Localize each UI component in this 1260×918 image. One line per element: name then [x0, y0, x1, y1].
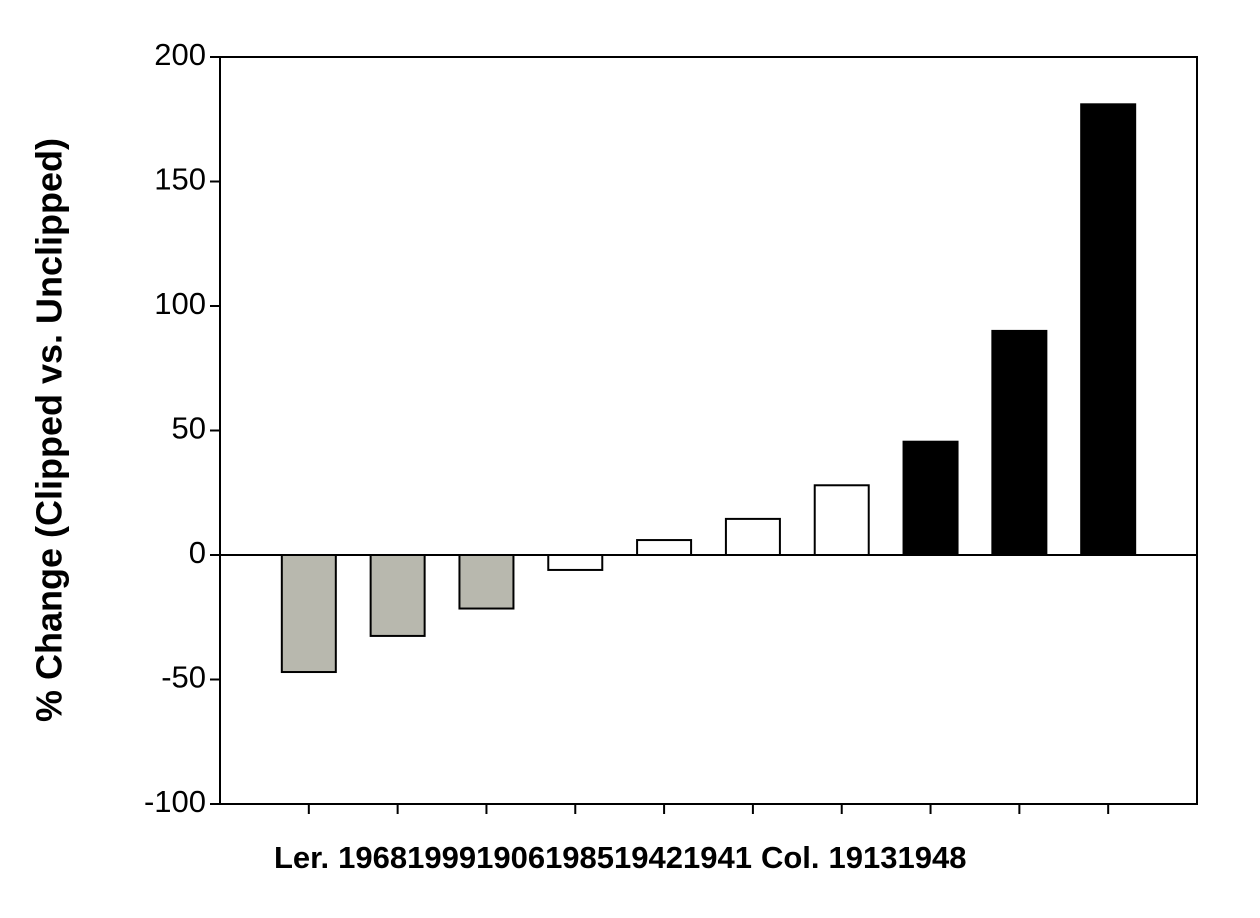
x-tick-label: 1985 [545, 840, 614, 875]
bar [1080, 103, 1137, 556]
bar [724, 517, 781, 557]
bar [369, 554, 426, 637]
bar [813, 484, 870, 556]
y-tick-label: 0 [189, 535, 206, 570]
x-tick-label: 1942 [614, 840, 683, 875]
x-tick-label: 1968 [338, 840, 407, 875]
bar [902, 440, 959, 556]
x-tick-label: 1999 [407, 840, 476, 875]
y-tick-label: 50 [172, 411, 206, 446]
y-tick-label: 100 [154, 286, 206, 321]
bar [547, 554, 604, 571]
y-tick-label: -100 [144, 784, 206, 819]
y-tick-label: -50 [161, 660, 206, 695]
y-tick-label: 150 [154, 162, 206, 197]
x-tick-label: Col. [761, 840, 820, 875]
plot-frame [219, 56, 1198, 805]
y-tick-label: 200 [154, 37, 206, 72]
x-tick-label: Ler. [274, 840, 329, 875]
bar [280, 554, 337, 674]
x-tick-label: 1948 [898, 840, 967, 875]
x-tick-label: 1906 [476, 840, 545, 875]
bar [636, 539, 693, 556]
x-tick-label: 1941 [683, 840, 752, 875]
x-tick-label: 1913 [829, 840, 898, 875]
bar [991, 329, 1048, 556]
bar [458, 554, 515, 610]
y-axis-label: % Change (Clipped vs. Unclipped) [29, 138, 70, 722]
